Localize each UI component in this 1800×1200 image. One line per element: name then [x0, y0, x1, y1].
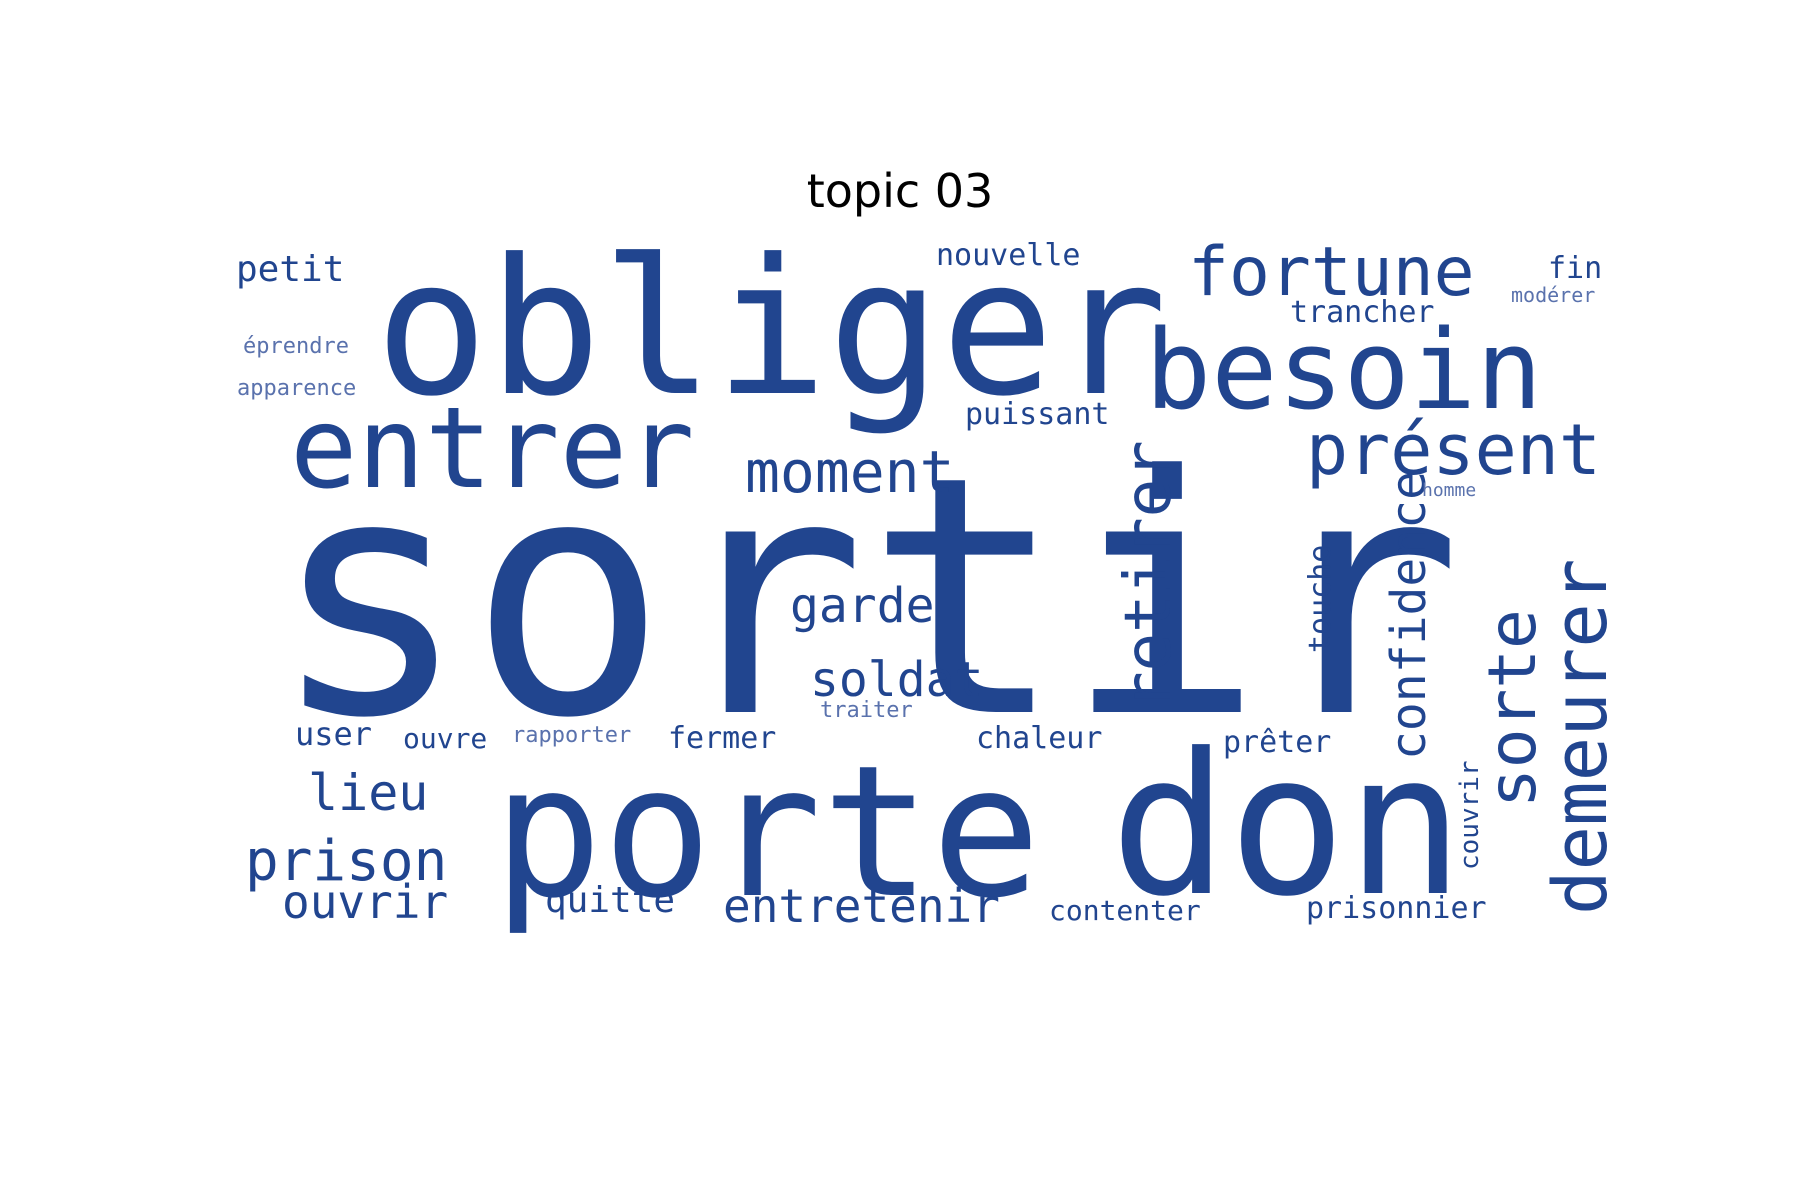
- word-ouvrir: ouvrir: [282, 875, 448, 929]
- word-confidence: confidence: [1381, 471, 1437, 760]
- word-ouvre: ouvre: [403, 722, 487, 755]
- word-trancher: trancher: [1290, 295, 1435, 330]
- word-couvrir: couvrir: [1455, 760, 1485, 870]
- cloud-title: topic 03: [806, 164, 994, 218]
- word-demeurer: demeurer: [1538, 559, 1624, 915]
- word-petit: petit: [236, 249, 344, 290]
- word-garde: garde: [790, 578, 935, 634]
- word-fermer: fermer: [668, 721, 776, 756]
- word-nouvelle: nouvelle: [936, 238, 1081, 273]
- word-entrer: entrer: [290, 384, 695, 514]
- word-puissant: puissant: [965, 397, 1110, 432]
- word-rapporter: rapporter: [512, 723, 631, 748]
- word-porte: porte: [493, 726, 1041, 938]
- word-quitte: quitte: [545, 880, 675, 921]
- word-user: user: [295, 715, 372, 753]
- word-soldat: soldat: [810, 652, 983, 708]
- word-éprendre: éprendre: [243, 334, 349, 359]
- word-modérer: modérer: [1511, 283, 1595, 307]
- word-don: don: [1110, 712, 1464, 940]
- word-retirer: retirer: [1112, 440, 1186, 710]
- word-moment: moment: [745, 438, 955, 506]
- word-prison: prison: [245, 829, 447, 894]
- word-traiter: traiter: [820, 698, 913, 723]
- word-contenter: contenter: [1049, 894, 1201, 927]
- word-prêter: prêter: [1223, 725, 1331, 760]
- word-obliger: obliger: [375, 219, 1167, 438]
- word-touche: touche: [1303, 545, 1338, 653]
- word-sorte: sorte: [1474, 609, 1551, 808]
- word-fortune: fortune: [1188, 233, 1475, 312]
- word-présent: présent: [1306, 409, 1601, 491]
- word-sortir: sortir: [270, 406, 1462, 790]
- word-chaleur: chaleur: [976, 721, 1102, 756]
- word-homme: homme: [1422, 480, 1476, 501]
- word-lieu: lieu: [308, 764, 428, 822]
- word-besoin: besoin: [1145, 306, 1542, 434]
- word-fin: fin: [1548, 251, 1602, 286]
- word-entretenir: entretenir: [723, 879, 1000, 933]
- word-apparence: apparence: [237, 376, 356, 401]
- word-prisonnier: prisonnier: [1306, 891, 1487, 926]
